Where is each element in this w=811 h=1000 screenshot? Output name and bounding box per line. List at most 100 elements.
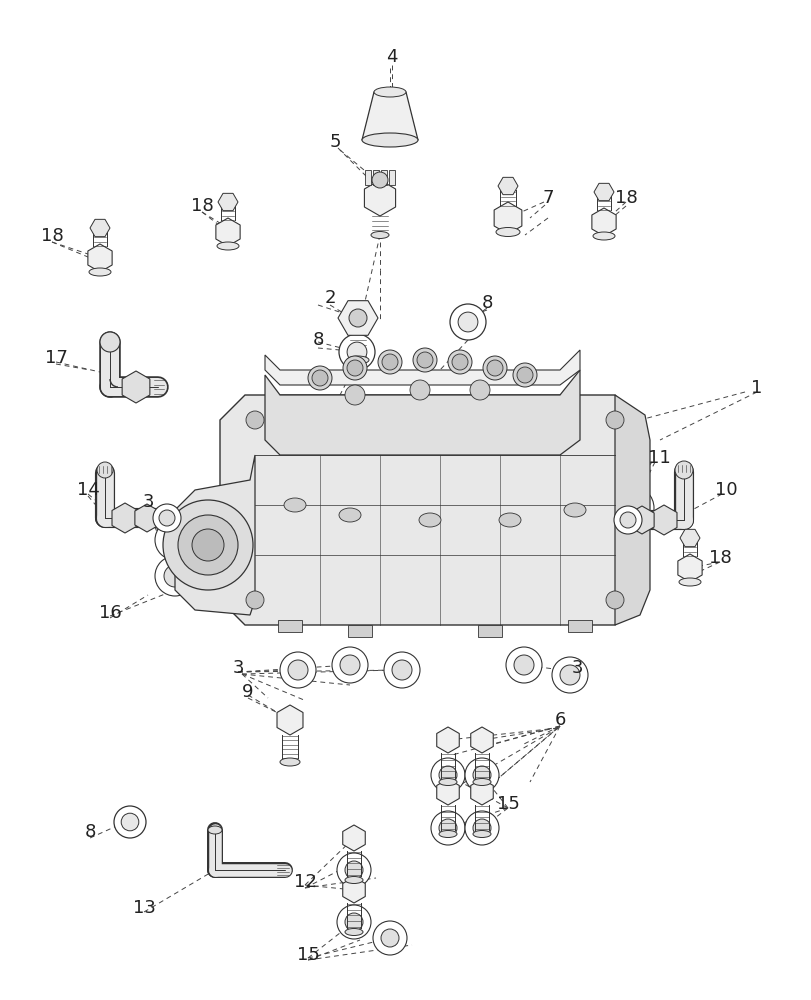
Text: 3: 3 bbox=[571, 659, 582, 677]
Circle shape bbox=[449, 304, 486, 340]
Circle shape bbox=[410, 380, 430, 400]
Polygon shape bbox=[470, 727, 492, 753]
Polygon shape bbox=[337, 301, 378, 335]
Circle shape bbox=[513, 655, 534, 675]
Circle shape bbox=[307, 366, 332, 390]
Ellipse shape bbox=[208, 826, 221, 834]
Ellipse shape bbox=[473, 778, 491, 786]
Circle shape bbox=[337, 853, 371, 887]
Polygon shape bbox=[277, 705, 303, 735]
Polygon shape bbox=[135, 504, 159, 532]
Ellipse shape bbox=[280, 758, 299, 766]
Circle shape bbox=[551, 657, 587, 693]
Circle shape bbox=[288, 660, 307, 680]
Circle shape bbox=[372, 921, 406, 955]
Text: 3: 3 bbox=[142, 493, 153, 511]
Ellipse shape bbox=[473, 830, 491, 837]
Circle shape bbox=[465, 811, 499, 845]
Text: 9: 9 bbox=[242, 683, 253, 701]
Text: 10: 10 bbox=[714, 481, 736, 499]
Ellipse shape bbox=[346, 356, 368, 364]
Circle shape bbox=[345, 913, 363, 931]
Polygon shape bbox=[594, 183, 613, 201]
Circle shape bbox=[164, 565, 186, 587]
Ellipse shape bbox=[439, 830, 457, 837]
Circle shape bbox=[392, 660, 411, 680]
Ellipse shape bbox=[345, 928, 363, 935]
Circle shape bbox=[155, 520, 195, 560]
Text: 12: 12 bbox=[294, 873, 316, 891]
Ellipse shape bbox=[345, 876, 363, 884]
Bar bbox=[380, 170, 387, 185]
Text: 14: 14 bbox=[76, 481, 99, 499]
Ellipse shape bbox=[678, 578, 700, 586]
Text: 15: 15 bbox=[296, 946, 319, 964]
Polygon shape bbox=[614, 395, 649, 625]
Text: 17: 17 bbox=[45, 349, 67, 367]
Circle shape bbox=[342, 356, 367, 380]
Circle shape bbox=[431, 758, 465, 792]
Circle shape bbox=[618, 495, 644, 521]
Circle shape bbox=[346, 360, 363, 376]
Circle shape bbox=[337, 905, 371, 939]
Polygon shape bbox=[216, 218, 240, 246]
Polygon shape bbox=[436, 779, 459, 805]
Circle shape bbox=[483, 356, 506, 380]
Circle shape bbox=[100, 332, 120, 352]
Polygon shape bbox=[220, 395, 639, 625]
Ellipse shape bbox=[564, 503, 586, 517]
Circle shape bbox=[191, 529, 224, 561]
Ellipse shape bbox=[89, 268, 111, 276]
Circle shape bbox=[178, 515, 238, 575]
Circle shape bbox=[605, 411, 623, 429]
Polygon shape bbox=[264, 370, 579, 455]
Circle shape bbox=[439, 819, 457, 837]
Circle shape bbox=[380, 929, 398, 947]
Text: 13: 13 bbox=[132, 899, 155, 917]
Circle shape bbox=[246, 591, 264, 609]
Bar bbox=[388, 170, 394, 185]
Polygon shape bbox=[436, 727, 459, 753]
Circle shape bbox=[513, 363, 536, 387]
Polygon shape bbox=[264, 350, 579, 385]
Text: 6: 6 bbox=[554, 711, 565, 729]
Ellipse shape bbox=[217, 242, 238, 250]
Circle shape bbox=[346, 342, 367, 362]
Polygon shape bbox=[342, 825, 365, 851]
Circle shape bbox=[517, 367, 532, 383]
Circle shape bbox=[338, 334, 375, 370]
Circle shape bbox=[620, 512, 635, 528]
Circle shape bbox=[452, 354, 467, 370]
Circle shape bbox=[605, 591, 623, 609]
Circle shape bbox=[152, 504, 181, 532]
Circle shape bbox=[560, 665, 579, 685]
Circle shape bbox=[159, 510, 175, 526]
Polygon shape bbox=[591, 208, 616, 236]
Circle shape bbox=[470, 380, 489, 400]
Text: 16: 16 bbox=[98, 604, 121, 622]
Text: 18: 18 bbox=[708, 549, 731, 567]
Circle shape bbox=[609, 486, 653, 530]
Bar bbox=[478, 625, 501, 637]
Circle shape bbox=[163, 500, 253, 590]
Polygon shape bbox=[679, 529, 699, 547]
Ellipse shape bbox=[592, 232, 614, 240]
Polygon shape bbox=[470, 779, 492, 805]
Circle shape bbox=[439, 766, 457, 784]
Text: 8: 8 bbox=[312, 331, 324, 349]
Text: 8: 8 bbox=[84, 823, 96, 841]
Circle shape bbox=[457, 312, 478, 332]
Circle shape bbox=[345, 861, 363, 879]
Circle shape bbox=[413, 348, 436, 372]
Circle shape bbox=[332, 647, 367, 683]
Text: 7: 7 bbox=[542, 189, 553, 207]
Text: 8: 8 bbox=[481, 294, 492, 312]
Text: 11: 11 bbox=[647, 449, 670, 467]
Circle shape bbox=[164, 529, 186, 551]
Ellipse shape bbox=[418, 513, 440, 527]
Ellipse shape bbox=[439, 778, 457, 786]
Ellipse shape bbox=[284, 498, 306, 512]
Circle shape bbox=[97, 462, 113, 478]
Circle shape bbox=[487, 360, 502, 376]
Polygon shape bbox=[364, 180, 395, 216]
